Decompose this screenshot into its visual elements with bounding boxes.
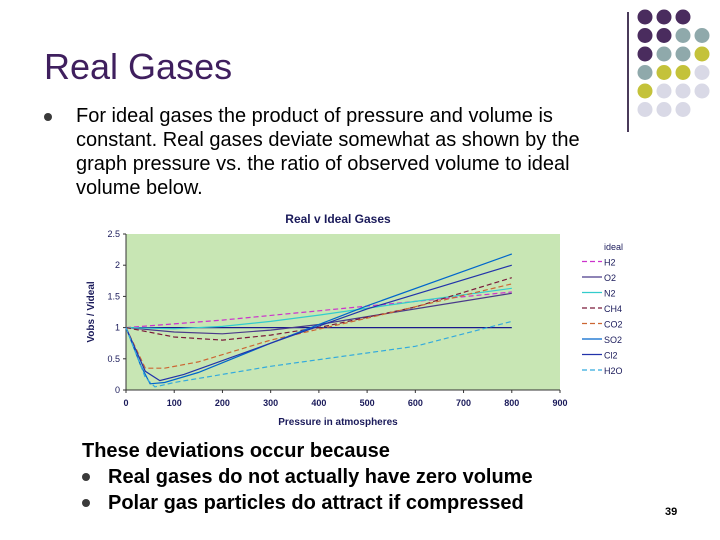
- legend-entry: H2: [604, 258, 616, 268]
- legend-entry: CH4: [604, 304, 622, 314]
- decorative-dot: [656, 28, 672, 43]
- x-tick-label: 900: [552, 398, 567, 408]
- explanation-intro: These deviations occur because: [82, 440, 390, 462]
- explanation-item-text: Polar gas particles do attract if compre…: [108, 492, 524, 514]
- y-tick-label: 1.5: [107, 291, 120, 301]
- decorative-dot: [675, 9, 691, 25]
- explanation: These deviations occur because Real gase…: [82, 438, 533, 516]
- y-tick-label: 0: [115, 385, 120, 395]
- legend-entry: H2O: [604, 366, 623, 376]
- x-axis-label: Pressure in atmospheres: [278, 417, 398, 428]
- x-tick-label: 600: [408, 398, 423, 408]
- legend-entry: CO2: [604, 320, 623, 330]
- page-number: 39: [665, 506, 678, 518]
- slide-title: Real Gases: [44, 46, 233, 87]
- decorative-dot: [675, 46, 691, 62]
- explanation-item-text: Real gases do not actually have zero vol…: [108, 466, 533, 488]
- explanation-item: Polar gas particles do attract if compre…: [82, 490, 533, 516]
- bullet-icon: [82, 499, 90, 507]
- decorative-dot: [675, 28, 691, 43]
- legend-entry: SO2: [604, 335, 622, 345]
- chart-legend: ideal H2 O2 N2 CH4 CO2 SO2 Cl2 H2O: [582, 242, 623, 376]
- decorative-dot: [637, 83, 653, 99]
- chart-title: Real v Ideal Gases: [285, 212, 391, 226]
- x-tick-label: 500: [360, 398, 375, 408]
- decorative-dot: [656, 102, 672, 117]
- real-vs-ideal-chart: Real v Ideal Gases 0 100 200 300 400 500 600 70…: [86, 212, 623, 428]
- x-tick-label: 0: [123, 398, 128, 408]
- decorative-dot: [637, 46, 653, 62]
- bullet-icon: [44, 113, 52, 121]
- series-line-h2: [125, 291, 512, 329]
- x-tick-label: 400: [311, 398, 326, 408]
- decorative-dot: [656, 83, 672, 99]
- y-tick-label: 0.5: [107, 354, 120, 364]
- y-tick-label: 2.5: [107, 229, 120, 239]
- decorative-dot: [694, 83, 710, 99]
- series-line-co2: [125, 283, 512, 369]
- decorative-dot: [656, 9, 672, 25]
- series-line-ch4: [125, 277, 512, 341]
- decorative-dot: [637, 65, 653, 80]
- decorative-dot: [637, 28, 653, 43]
- decorative-dot: [675, 102, 691, 117]
- decorative-dot: [675, 83, 691, 99]
- decorative-divider: [627, 12, 629, 132]
- decorative-dot: [656, 65, 672, 80]
- x-tick-label: 100: [167, 398, 182, 408]
- main-bullet: For ideal gases the product of pressure …: [44, 104, 604, 200]
- y-axis-label: Vobs / Videal: [86, 281, 97, 343]
- decorative-dot: [694, 65, 710, 80]
- legend-entry: N2: [604, 289, 616, 299]
- legend-entry: O2: [604, 273, 616, 283]
- decorative-dot: [675, 65, 691, 80]
- explanation-item: Real gases do not actually have zero vol…: [82, 464, 533, 490]
- decorative-dot-grid: [637, 9, 710, 117]
- decorative-dot: [637, 9, 653, 25]
- decorative-dot: [694, 28, 710, 43]
- decorative-dot: [694, 46, 710, 62]
- y-tick-label: 2: [115, 260, 120, 270]
- decorative-dot: [656, 46, 672, 62]
- x-tick-label: 200: [215, 398, 230, 408]
- y-tick-label: 1: [115, 323, 120, 333]
- main-bullet-text: For ideal gases the product of pressure …: [76, 105, 580, 199]
- x-tick-label: 800: [504, 398, 519, 408]
- series-line-cl2: [125, 264, 512, 382]
- series-line-o2: [125, 292, 512, 335]
- series-line-n2: [125, 287, 512, 330]
- bullet-icon: [82, 473, 90, 481]
- decorative-dot: [637, 102, 653, 117]
- x-tick-label: 700: [456, 398, 471, 408]
- series-line-h2o: [125, 320, 512, 388]
- legend-entry: ideal: [604, 242, 623, 252]
- x-tick-label: 300: [263, 398, 278, 408]
- legend-entry: Cl2: [604, 351, 618, 361]
